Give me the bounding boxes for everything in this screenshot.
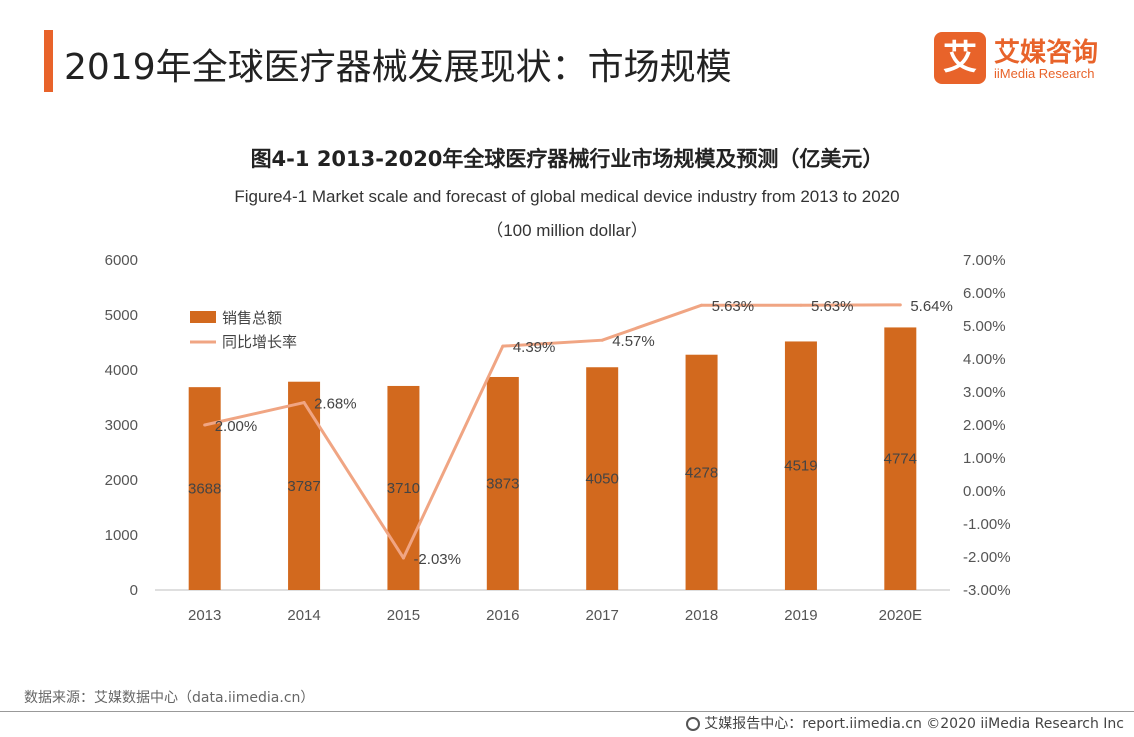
page-title: 2019年全球医疗器械发展现状：市场规模 (64, 47, 732, 88)
data-source: 数据来源：艾媒数据中心（data.iimedia.cn） (24, 690, 315, 706)
globe-icon (686, 717, 701, 731)
y-right-tick-label: 6.00% (963, 285, 1006, 302)
bar-value-label: 4278 (685, 464, 718, 481)
y-left-tick-label: 6000 (105, 252, 138, 269)
growth-point-2019 (799, 303, 803, 307)
x-tick-label: 2020E (879, 607, 922, 624)
growth-value-label: 2.68% (314, 396, 357, 413)
growth-value-label: 2.00% (215, 418, 258, 435)
bar-value-label: 4050 (586, 471, 619, 488)
bar-2020E (884, 327, 917, 590)
y-left-tick-label: 2000 (105, 472, 138, 489)
x-tick-label: 2015 (387, 607, 420, 624)
chart-subtitle-line1: Figure4-1 Market scale and forecast of g… (234, 187, 900, 206)
growth-point-2018 (700, 303, 704, 307)
footer-divider (0, 711, 1134, 712)
bar-value-label: 4774 (884, 451, 917, 468)
x-tick-label: 2014 (287, 607, 320, 624)
y-right-tick-label: 3.00% (963, 384, 1006, 401)
growth-value-label: 4.57% (612, 333, 655, 350)
bar-2019 (784, 341, 817, 590)
growth-rate-line (204, 303, 901, 560)
chart-title: 图4-1 2013-2020年全球医疗器械行业市场规模及预测（亿美元） (250, 147, 884, 171)
y-right-tick-label: -1.00% (963, 516, 1011, 533)
bar-2014 (288, 381, 321, 590)
logo-mark: 艾 (934, 32, 986, 84)
y-right-tick-label: 4.00% (963, 351, 1006, 368)
legend-bar-label: 销售总额 (222, 309, 282, 327)
bar-value-label: 4519 (784, 458, 817, 475)
bar-value-label: 3787 (287, 478, 320, 495)
growth-point-2017 (600, 338, 604, 342)
iimedia-logo: 艾 艾媒咨询 iiMedia Research (934, 32, 1114, 88)
footer-credit-text: 艾媒报告中心：report.iimedia.cn ©2020 iiMedia R… (704, 716, 1124, 732)
x-tick-label: 2018 (685, 607, 718, 624)
y-left-tick-label: 3000 (105, 417, 138, 434)
bar-2016 (486, 376, 519, 590)
y-right-tick-label: -3.00% (963, 582, 1011, 599)
growth-value-label: 5.63% (811, 298, 854, 315)
y-right-tick-label: 1.00% (963, 450, 1006, 467)
title-accent-bar (44, 30, 53, 92)
y-right-tick-label: 7.00% (963, 252, 1006, 269)
growth-point-2014 (302, 401, 306, 405)
growth-value-label: 5.63% (712, 298, 755, 315)
y-left-tick-label: 0 (130, 582, 138, 599)
chart-subtitle-line2: （100 million dollar） (486, 221, 648, 240)
y-right-tick-label: 2.00% (963, 417, 1006, 434)
growth-value-label: -2.03% (413, 551, 461, 568)
x-tick-label: 2019 (784, 607, 817, 624)
growth-point-2020E (898, 303, 902, 307)
y-right-tick-label: 0.00% (963, 483, 1006, 500)
x-tick-label: 2016 (486, 607, 519, 624)
bar-value-label: 3688 (188, 481, 221, 498)
growth-point-2016 (501, 344, 505, 348)
growth-value-label: 4.39% (513, 339, 556, 356)
logo-en-text: iiMedia Research (994, 66, 1095, 81)
logo-cn-text: 艾媒咨询 (994, 38, 1099, 68)
x-tick-label: 2017 (586, 607, 619, 624)
bar-value-label: 3873 (486, 475, 519, 492)
footer-credit: 艾媒报告中心：report.iimedia.cn ©2020 iiMedia R… (686, 713, 1124, 733)
bar-2018 (685, 354, 718, 590)
y-left-tick-label: 5000 (105, 307, 138, 324)
y-right-tick-label: -2.00% (963, 549, 1011, 566)
legend-line-label: 同比增长率 (222, 333, 297, 351)
bar-value-label: 3710 (387, 480, 420, 497)
bar-2013 (188, 387, 221, 590)
y-left-tick-label: 4000 (105, 362, 138, 379)
y-right-tick-label: 5.00% (963, 318, 1006, 335)
market-scale-chart: 0 1000 2000 3000 4000 5000 6000 -3.00% -2.00% -1.… (105, 252, 1011, 624)
legend-bar-swatch (190, 311, 216, 323)
chart-subtitle: Figure4-1 Market scale and forecast of g… (0, 180, 1134, 248)
y-left-tick-label: 1000 (105, 527, 138, 544)
growth-point-2015 (401, 556, 405, 560)
growth-point-2013 (203, 423, 207, 427)
growth-value-label: 5.64% (910, 298, 953, 315)
bar-2017 (586, 367, 619, 590)
x-tick-label: 2013 (188, 607, 221, 624)
